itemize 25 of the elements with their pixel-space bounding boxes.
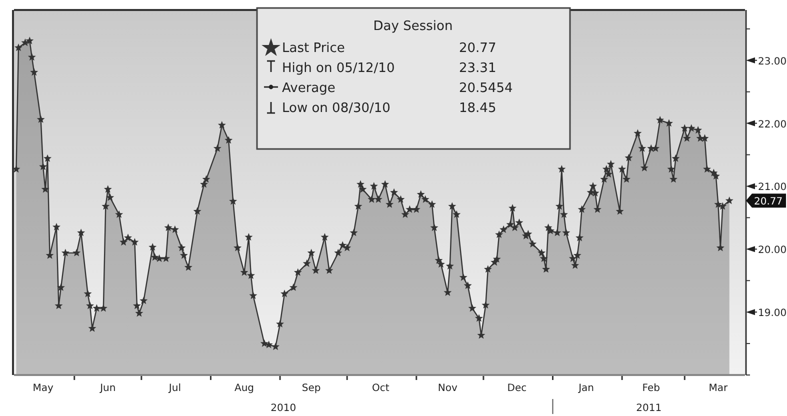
y-tick-label: 19.00	[758, 308, 787, 320]
y-tick-label: 20.00	[758, 245, 787, 256]
x-tick-label: Aug	[234, 383, 254, 394]
y-tick-label: 23.00	[758, 56, 787, 68]
legend-title: Day Session	[373, 19, 453, 34]
x-tick-label: Dec	[507, 383, 527, 394]
text: 20.77	[754, 196, 783, 208]
legend-label: Last Price	[282, 41, 345, 56]
x-tick-label: Feb	[642, 383, 660, 394]
annotation: 20.77	[459, 41, 496, 56]
x-tick-label: Nov	[438, 383, 458, 394]
text: 2010	[270, 403, 296, 414]
text: High on 05/12/10 23.31	[282, 61, 496, 76]
text: Low on 08/30/10 18.45	[282, 101, 496, 116]
y-tick-label: 21.00	[758, 182, 787, 194]
x-tick-label: Jun	[99, 383, 116, 394]
x-tick-label: Jul	[168, 383, 181, 394]
x-tick-label: Mar	[708, 383, 728, 394]
text: 2011	[636, 403, 662, 414]
x-tick-label: Sep	[302, 383, 321, 394]
text: Average 20.5454	[282, 81, 513, 96]
x-tick-label: Jan	[578, 383, 594, 394]
x-tick-label: Oct	[372, 383, 390, 394]
x-tick-label: May	[32, 383, 54, 394]
y-tick-label: 22.00	[758, 119, 787, 130]
